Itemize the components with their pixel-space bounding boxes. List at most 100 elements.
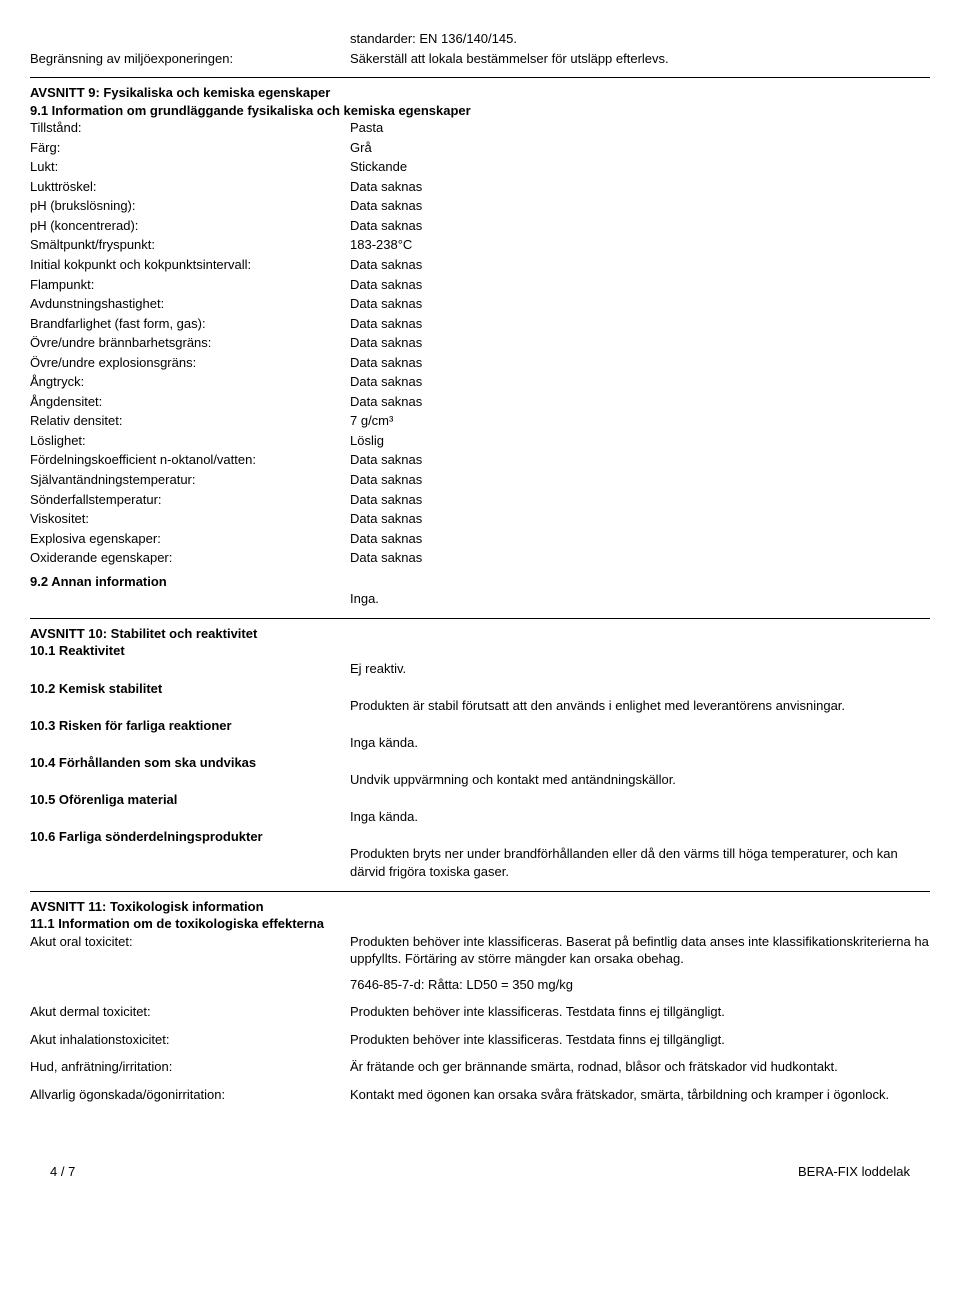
sec9-row-label: Ångdensitet: xyxy=(30,393,350,411)
sec10-s3-label: 10.3 Risken för farliga reaktioner xyxy=(30,717,930,735)
sec9-row-label: Explosiva egenskaper: xyxy=(30,530,350,548)
sec10-s1-row: Ej reaktiv. xyxy=(30,660,930,678)
sec11-inhal-row: Akut inhalationstoxicitet: Produkten beh… xyxy=(30,1031,930,1049)
sec9-row: Relativ densitet:7 g/cm³ xyxy=(30,412,930,430)
sec9-row-value: Data saknas xyxy=(350,491,930,509)
sec9-row: Flampunkt:Data saknas xyxy=(30,276,930,294)
sec9-row: Initial kokpunkt och kokpunktsintervall:… xyxy=(30,256,930,274)
top-limit-value: Säkerställ att lokala bestämmelser för u… xyxy=(350,50,930,68)
sec10-s1-value: Ej reaktiv. xyxy=(350,660,930,678)
sec9-sub1: 9.1 Information om grundläggande fysikal… xyxy=(30,102,930,120)
sec9-row-value: Data saknas xyxy=(350,197,930,215)
sec9-row: Viskositet:Data saknas xyxy=(30,510,930,528)
page-footer: 4 / 7 BERA-FIX loddelak xyxy=(30,1163,930,1181)
sec9-row: Avdunstningshastighet:Data saknas xyxy=(30,295,930,313)
sec9-row-value: Data saknas xyxy=(350,178,930,196)
sec9-row: Sönderfallstemperatur:Data saknas xyxy=(30,491,930,509)
sec11-skin-value: Är frätande och ger brännande smärta, ro… xyxy=(350,1058,930,1076)
sec9-row-value: Löslig xyxy=(350,432,930,450)
sec11-oral-text: Produkten behöver inte klassificeras. Ba… xyxy=(350,933,930,968)
sec9-row-label: Tillstånd: xyxy=(30,119,350,137)
sec9-row-label: Övre/undre brännbarhetsgräns: xyxy=(30,334,350,352)
sec9-row-value: 7 g/cm³ xyxy=(350,412,930,430)
sec10-s4-row: Undvik uppvärmning och kontakt med antän… xyxy=(30,771,930,789)
sec10-s2-value: Produkten är stabil förutsatt att den an… xyxy=(350,697,930,715)
sec9-row-label: Relativ densitet: xyxy=(30,412,350,430)
sec11-inhal-label: Akut inhalationstoxicitet: xyxy=(30,1031,350,1049)
sec9-sub2-empty xyxy=(30,590,350,608)
sec11-eye-row: Allvarlig ögonskada/ögonirritation: Kont… xyxy=(30,1086,930,1104)
sec9-row-value: Data saknas xyxy=(350,510,930,528)
sec9-row-value: 183-238°C xyxy=(350,236,930,254)
sec10-s6-label: 10.6 Farliga sönderdelningsprodukter xyxy=(30,828,930,846)
top-limit-label: Begränsning av miljöexponeringen: xyxy=(30,50,350,68)
sec9-row-label: Lukttröskel: xyxy=(30,178,350,196)
sec9-row-label: pH (brukslösning): xyxy=(30,197,350,215)
sec9-row-value: Data saknas xyxy=(350,295,930,313)
sec9-row-value: Data saknas xyxy=(350,276,930,294)
sec9-row: Löslighet:Löslig xyxy=(30,432,930,450)
sec11-skin-label: Hud, anfrätning/irritation: xyxy=(30,1058,350,1076)
top-standards-label xyxy=(30,30,350,48)
sec9-row-value: Data saknas xyxy=(350,315,930,333)
sec9-row: Ångtryck:Data saknas xyxy=(30,373,930,391)
divider xyxy=(30,618,930,619)
sec9-row-label: Övre/undre explosionsgräns: xyxy=(30,354,350,372)
sec9-row-value: Data saknas xyxy=(350,451,930,469)
sec11-inhal-value: Produkten behöver inte klassificeras. Te… xyxy=(350,1031,930,1049)
top-standards-value: standarder: EN 136/140/145. xyxy=(350,30,930,48)
sec9-row-value: Data saknas xyxy=(350,530,930,548)
sec10-title: AVSNITT 10: Stabilitet och reaktivitet xyxy=(30,625,930,643)
sec9-row-label: Smältpunkt/fryspunkt: xyxy=(30,236,350,254)
top-standards-row: standarder: EN 136/140/145. xyxy=(30,30,930,48)
sec9-title: AVSNITT 9: Fysikaliska och kemiska egens… xyxy=(30,84,930,102)
sec9-row-label: Sönderfallstemperatur: xyxy=(30,491,350,509)
divider xyxy=(30,77,930,78)
sec9-row: Övre/undre brännbarhetsgräns:Data saknas xyxy=(30,334,930,352)
sec9-row: Oxiderande egenskaper:Data saknas xyxy=(30,549,930,567)
sec9-row-label: Löslighet: xyxy=(30,432,350,450)
sec9-row-value: Data saknas xyxy=(350,334,930,352)
sec11-oral-label: Akut oral toxicitet: xyxy=(30,933,350,994)
sec9-row: Smältpunkt/fryspunkt:183-238°C xyxy=(30,236,930,254)
sec9-row-label: Oxiderande egenskaper: xyxy=(30,549,350,567)
sec9-row: Brandfarlighet (fast form, gas):Data sak… xyxy=(30,315,930,333)
sec10-s2-label: 10.2 Kemisk stabilitet xyxy=(30,680,930,698)
sec9-row-value: Stickande xyxy=(350,158,930,176)
sec10-s5-label: 10.5 Oförenliga material xyxy=(30,791,930,809)
sec10-s5-value: Inga kända. xyxy=(350,808,930,826)
sec9-row: Ångdensitet:Data saknas xyxy=(30,393,930,411)
sec9-row-value: Data saknas xyxy=(350,393,930,411)
sec10-s4-value: Undvik uppvärmning och kontakt med antän… xyxy=(350,771,930,789)
sec9-row-label: Avdunstningshastighet: xyxy=(30,295,350,313)
sec11-sub1: 11.1 Information om de toxikologiska eff… xyxy=(30,915,930,933)
top-limit-row: Begränsning av miljöexponeringen: Säkers… xyxy=(30,50,930,68)
sec9-row-value: Grå xyxy=(350,139,930,157)
sec9-row: Tillstånd:Pasta xyxy=(30,119,930,137)
sec11-oral-row: Akut oral toxicitet: Produkten behöver i… xyxy=(30,933,930,994)
sec9-row-label: Brandfarlighet (fast form, gas): xyxy=(30,315,350,333)
sec9-row-label: Viskositet: xyxy=(30,510,350,528)
sec10-s5-row: Inga kända. xyxy=(30,808,930,826)
sec10-s4-label: 10.4 Förhållanden som ska undvikas xyxy=(30,754,930,772)
sec9-row: pH (brukslösning):Data saknas xyxy=(30,197,930,215)
sec11-dermal-value: Produkten behöver inte klassificeras. Te… xyxy=(350,1003,930,1021)
sec11-eye-label: Allvarlig ögonskada/ögonirritation: xyxy=(30,1086,350,1104)
sec9-row-value: Data saknas xyxy=(350,549,930,567)
sec9-sub2-row: Inga. xyxy=(30,590,930,608)
sec10-s3-row: Inga kända. xyxy=(30,734,930,752)
sec10-s6-value: Produkten bryts ner under brandförhållan… xyxy=(350,845,930,880)
sec9-row: Lukttröskel:Data saknas xyxy=(30,178,930,196)
sec11-skin-row: Hud, anfrätning/irritation: Är frätande … xyxy=(30,1058,930,1076)
footer-product: BERA-FIX loddelak xyxy=(798,1163,910,1181)
sec9-row-label: Lukt: xyxy=(30,158,350,176)
sec9-row: Övre/undre explosionsgräns:Data saknas xyxy=(30,354,930,372)
sec9-sub2-value: Inga. xyxy=(350,590,930,608)
sec9-row: Färg:Grå xyxy=(30,139,930,157)
sec9-row-label: Ångtryck: xyxy=(30,373,350,391)
sec9-row-label: pH (koncentrerad): xyxy=(30,217,350,235)
sec9-row-label: Självantändningstemperatur: xyxy=(30,471,350,489)
sec10-s2-row: Produkten är stabil förutsatt att den an… xyxy=(30,697,930,715)
sec9-row-value: Data saknas xyxy=(350,354,930,372)
sec11-oral-extra: 7646-85-7-d: Råtta: LD50 = 350 mg/kg xyxy=(350,976,930,994)
